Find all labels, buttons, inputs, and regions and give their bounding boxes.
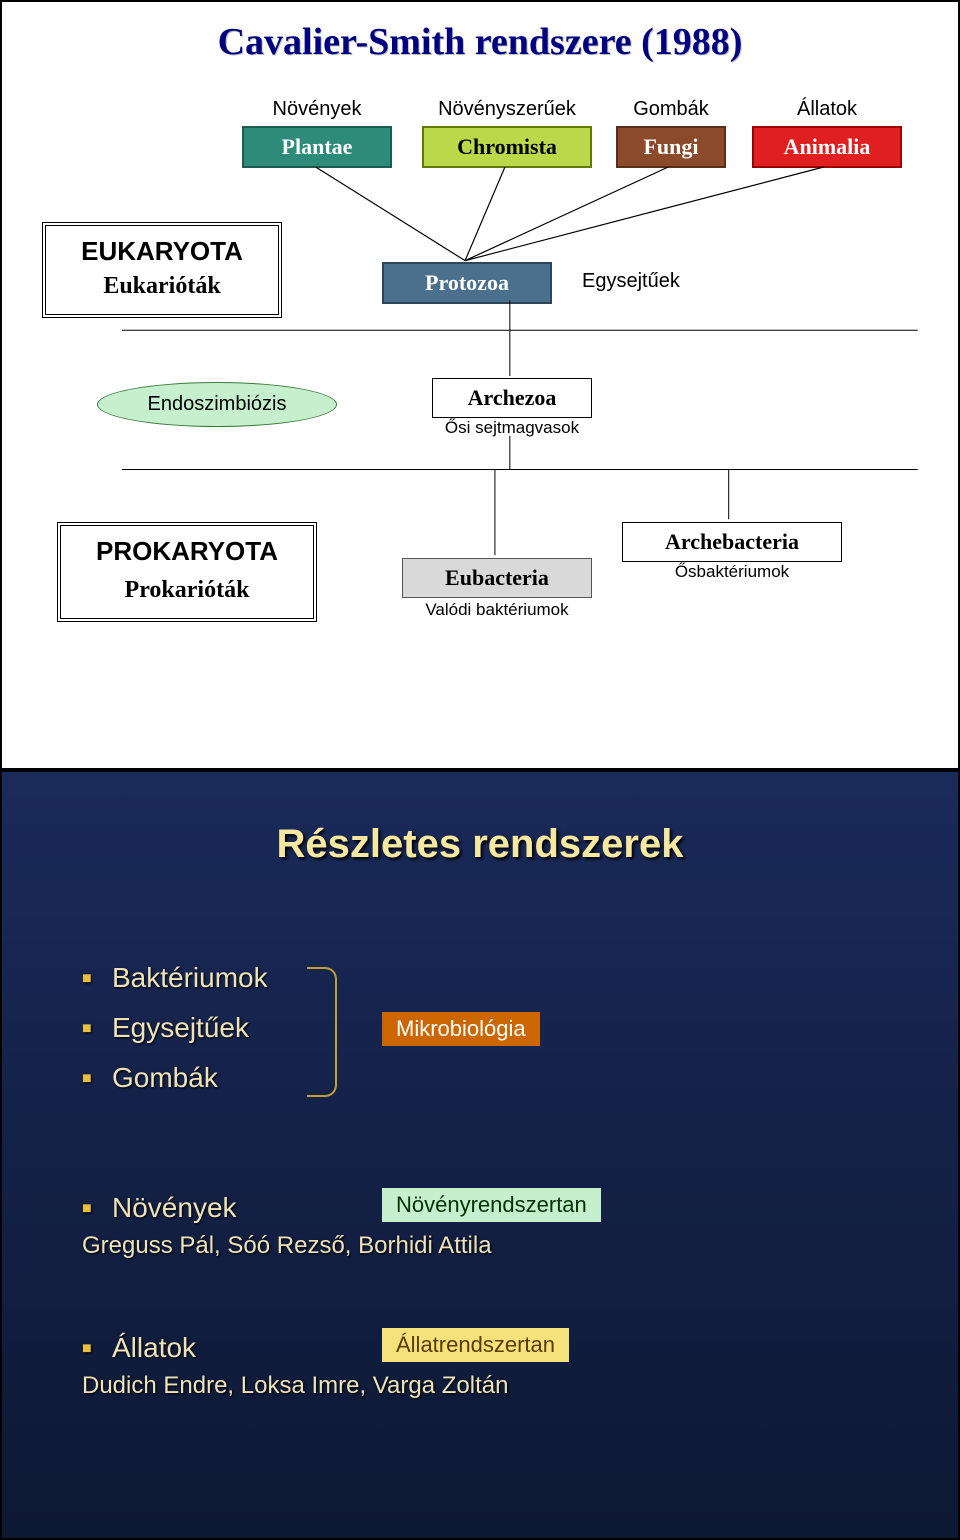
bullet-gombak: Gombák	[112, 1062, 218, 1094]
slide-reszletes-rendszerek: Részletes rendszerek Baktériumok Egysejt…	[0, 770, 960, 1540]
box-prokaryota: PROKARYOTA Prokarióták	[57, 522, 317, 622]
authors-novenyek: Greguss Pál, Sóó Rezső, Borhidi Attila	[82, 1232, 492, 1260]
box-animalia: Animalia	[752, 126, 902, 168]
tag-allatrendszertan: Állatrendszertan	[382, 1328, 569, 1362]
box-archebacteria: Archebacteria	[622, 522, 842, 562]
label-archebacteria-sub: Ősbaktériumok	[622, 562, 842, 582]
bullet-novenyek: Növények	[112, 1192, 237, 1224]
slide2-title: Részletes rendszerek	[2, 822, 958, 867]
tag-mikrobiologia: Mikrobiológia	[382, 1012, 540, 1046]
authors-allatok: Dudich Endre, Loksa Imre, Varga Zoltán	[82, 1372, 508, 1400]
box-eukaryota: EUKARYOTA Eukarióták	[42, 222, 282, 318]
bullet-allatok: Állatok	[112, 1332, 196, 1364]
eukaryota-line1: EUKARYOTA	[52, 236, 272, 267]
label-archezoa-sub: Ősi sejtmagvasok	[432, 418, 592, 438]
label-egysejtuek: Egysejtűek	[582, 270, 680, 293]
prokaryota-line1: PROKARYOTA	[67, 536, 307, 567]
label-gombak: Gombák	[616, 98, 726, 121]
box-chromista: Chromista	[422, 126, 592, 168]
box-archezoa: Archezoa	[432, 378, 592, 418]
slide-cavalier-smith: Cavalier-Smith rendszere (1988) Növények…	[0, 0, 960, 770]
slide1-title: Cavalier-Smith rendszere (1988)	[2, 20, 958, 64]
bracket-mikrobiologia	[307, 967, 337, 1097]
box-eubacteria: Eubacteria	[402, 558, 592, 598]
label-eubacteria-sub: Valódi baktériumok	[402, 600, 592, 620]
bullet-bakteriumok: Baktériumok	[112, 962, 268, 994]
label-novenyszeruek: Növényszerűek	[422, 98, 592, 121]
bullet-egysejtuek: Egysejtűek	[112, 1012, 249, 1044]
box-fungi: Fungi	[616, 126, 726, 168]
oval-endoszimbiozis: Endoszimbiózis	[97, 382, 337, 427]
label-novenyek: Növények	[242, 98, 392, 121]
prokaryota-line2: Prokarióták	[67, 577, 307, 604]
tag-novenyrendszertan: Növényrendszertan	[382, 1188, 601, 1222]
box-plantae: Plantae	[242, 126, 392, 168]
box-protozoa: Protozoa	[382, 262, 552, 304]
label-allatok: Állatok	[752, 98, 902, 121]
eukaryota-line2: Eukarióták	[52, 273, 272, 300]
